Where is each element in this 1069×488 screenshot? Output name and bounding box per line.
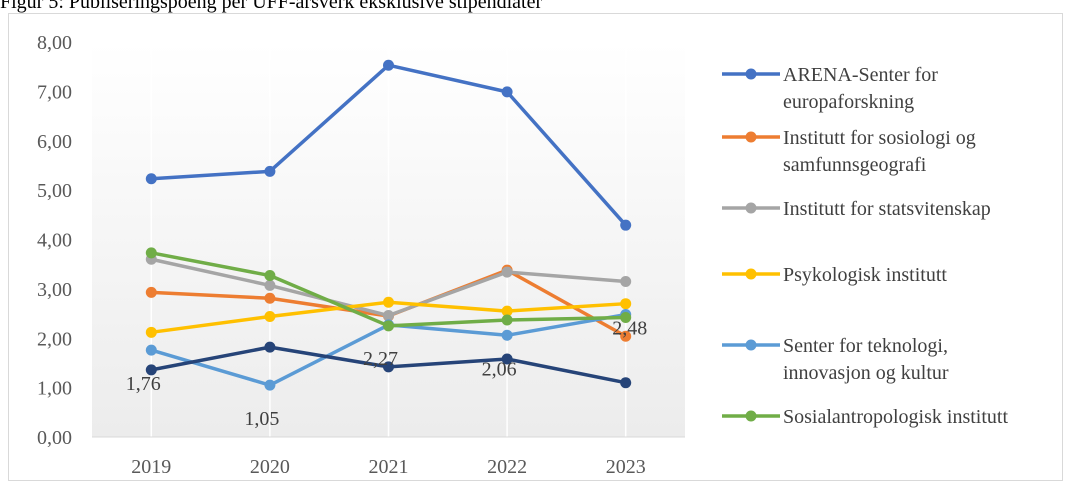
series-point [501, 305, 513, 317]
series-point [620, 312, 632, 324]
x-tick-label: 2023 [606, 456, 646, 478]
y-tick-label: 4,00 [37, 230, 72, 252]
series-point [264, 279, 276, 291]
y-tick-label: 6,00 [37, 131, 72, 153]
legend-label: Institutt for statsvitenskap [783, 198, 991, 220]
series-point [145, 286, 157, 298]
x-tick-label: 2022 [487, 456, 527, 478]
legend-marker [745, 268, 757, 280]
series-point [145, 364, 157, 376]
legend-label: samfunnsgeografi [783, 154, 927, 176]
legend-marker [745, 202, 757, 214]
data-label: 1,05 [244, 408, 279, 430]
series-point [620, 330, 632, 342]
series-point [620, 275, 632, 287]
series-point [264, 165, 276, 177]
series-point [501, 314, 513, 326]
series-point [620, 219, 632, 231]
series-point [620, 298, 632, 310]
y-tick-label: 3,00 [37, 279, 72, 301]
legend-label: Psykologisk institutt [783, 264, 947, 286]
y-tick-label: 0,00 [37, 427, 72, 449]
data-label: 2,06 [482, 358, 517, 380]
x-tick-label: 2019 [131, 456, 171, 478]
y-tick-label: 5,00 [37, 180, 72, 202]
series-point [145, 326, 157, 338]
legend-marker [745, 68, 757, 80]
series-point [383, 310, 394, 322]
figure-title: Figur 5: Publiseringspoeng per UFF-årsve… [0, 0, 543, 13]
series-point [501, 329, 513, 341]
series-point [383, 296, 394, 308]
series-point [383, 361, 394, 373]
legend-label: Sosialantropologisk institutt [783, 406, 1008, 428]
legend-label: Institutt for sosiologi og [783, 127, 976, 149]
series-point [145, 173, 157, 185]
series-point [145, 247, 157, 259]
series-point [501, 266, 513, 278]
legend-marker [745, 339, 757, 351]
series-point [145, 344, 157, 356]
y-tick-label: 8,00 [37, 32, 72, 54]
data-label: 1,76 [126, 373, 161, 395]
series-point [501, 353, 513, 365]
legend-marker [745, 131, 757, 143]
legend-label: innovasjon og kultur [783, 362, 949, 384]
series-point [264, 311, 276, 323]
series-point [620, 377, 632, 389]
x-tick-label: 2021 [369, 456, 409, 478]
series-point [264, 292, 276, 304]
y-tick-label: 7,00 [37, 81, 72, 103]
series-point [264, 270, 276, 282]
series-point [383, 320, 394, 332]
y-tick-label: 2,00 [37, 328, 72, 350]
series-point [264, 379, 276, 391]
y-tick-label: 1,00 [37, 378, 72, 400]
legend-marker [745, 410, 757, 422]
x-tick-label: 2020 [250, 456, 290, 478]
legend-label: Senter for teknologi, [783, 335, 948, 357]
legend-label: ARENA-Senter for [783, 64, 938, 86]
data-label: 2,48 [612, 318, 647, 340]
series-point [264, 341, 276, 353]
series-point [501, 86, 513, 98]
data-label: 2,27 [363, 348, 398, 370]
legend-label: europaforskning [783, 91, 914, 113]
series-point [383, 59, 394, 71]
